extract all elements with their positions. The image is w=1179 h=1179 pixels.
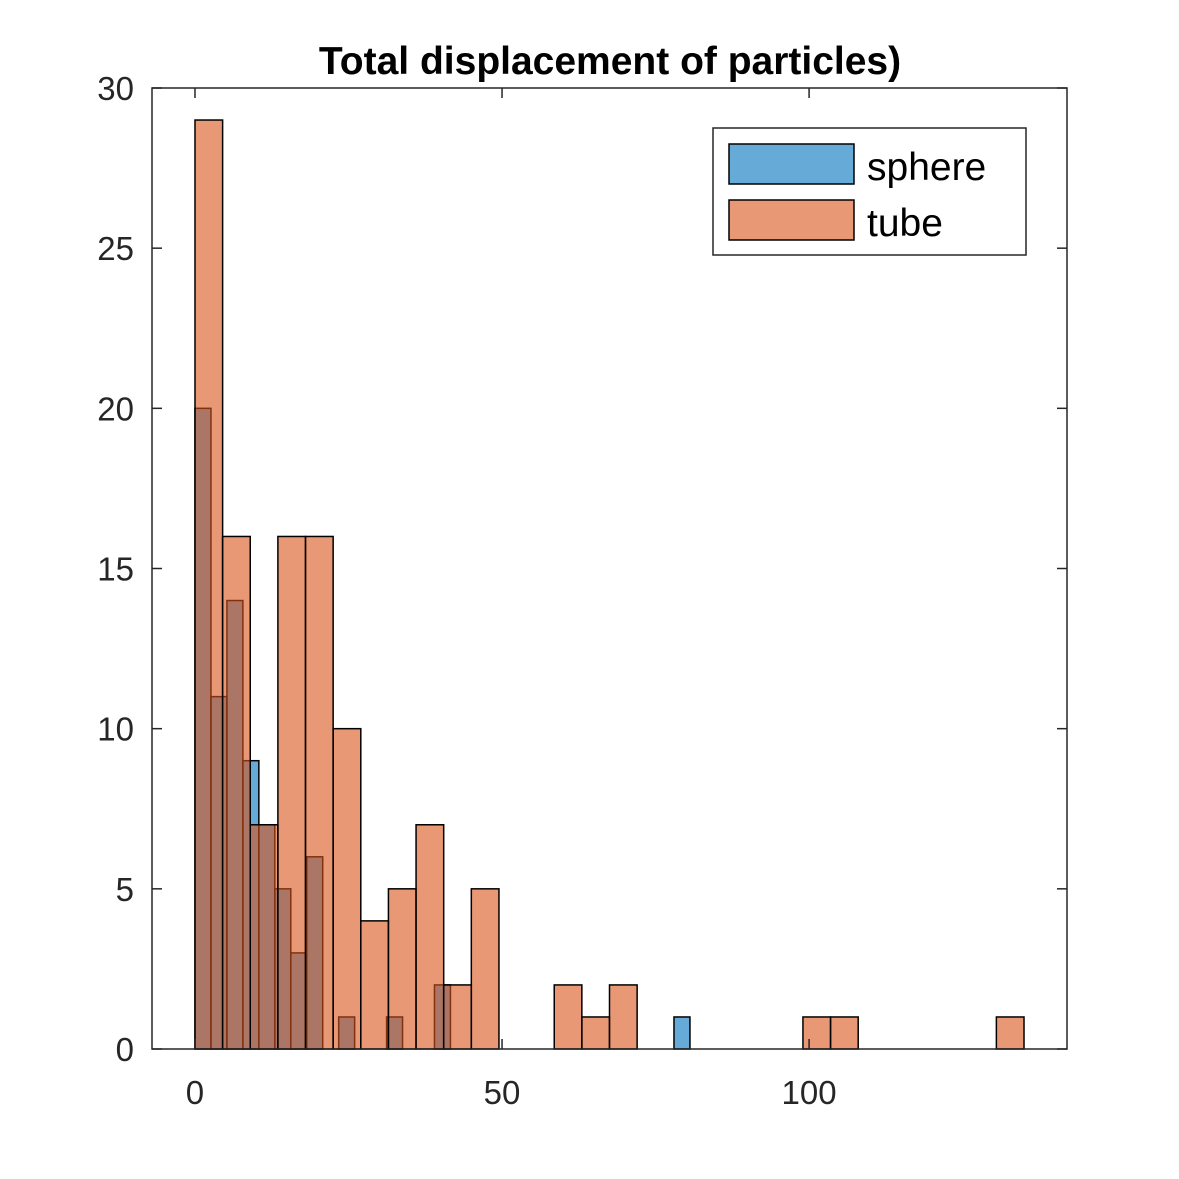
tube-bar-1: [221, 535, 251, 1050]
ticks-layer: 0 50 100 0 5 10 15 20 25 30: [97, 70, 1067, 1111]
y-tick-label-5: 5: [116, 871, 134, 908]
tube-bar-6: [360, 920, 390, 1050]
tube-bar-10: [470, 888, 500, 1050]
tube-bar-8: [415, 824, 445, 1050]
x-tick-label-100: 100: [782, 1074, 837, 1111]
tube-bar-7: [387, 888, 417, 1050]
legend-swatch-tube: [728, 199, 855, 241]
tube-bar-5: [332, 727, 362, 1050]
legend-label-sphere: sphere: [867, 146, 986, 189]
tube-bar-3: [277, 535, 307, 1050]
tube-bar-14: [581, 1016, 611, 1050]
tube-bar-2: [249, 824, 279, 1050]
tube-bar-0: [194, 119, 224, 1050]
tube-bar-13: [553, 984, 583, 1050]
tube-bar-22: [802, 1016, 832, 1050]
y-tick-label-20: 20: [97, 390, 134, 427]
legend-swatch-sphere: [728, 143, 855, 185]
tube-bar-15: [608, 984, 638, 1050]
tube-bar-23: [829, 1016, 859, 1050]
tube-bar-29: [995, 1016, 1025, 1050]
legend-label-tube: tube: [867, 202, 943, 245]
tube-bar-9: [442, 984, 473, 1050]
chart-title: Total displacement of particles): [319, 40, 901, 83]
sphere-bar-12: [673, 1016, 691, 1050]
x-tick-label-0: 0: [186, 1074, 204, 1111]
bars-layer: [194, 119, 1025, 1050]
x-tick-label-50: 50: [484, 1074, 521, 1111]
y-tick-label-0: 0: [116, 1031, 134, 1068]
y-tick-label-25: 25: [97, 230, 134, 267]
legend: sphere tube: [712, 127, 1027, 256]
tube-bar-4: [304, 535, 334, 1050]
y-tick-label-30: 30: [97, 70, 134, 107]
y-tick-label-15: 15: [97, 551, 134, 588]
y-tick-label-10: 10: [97, 711, 134, 748]
